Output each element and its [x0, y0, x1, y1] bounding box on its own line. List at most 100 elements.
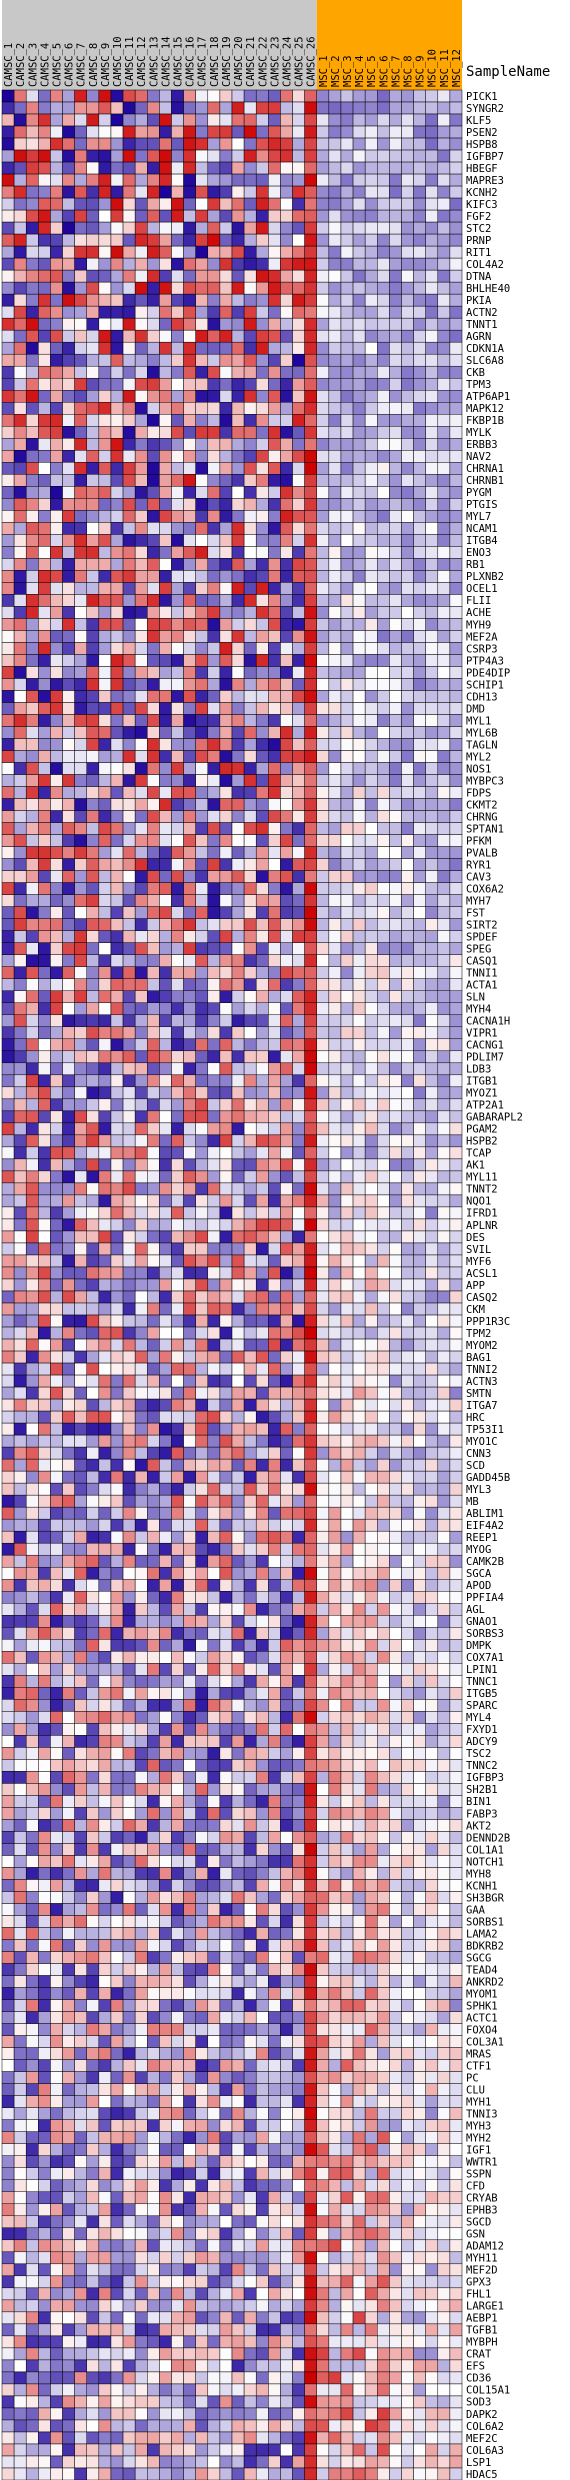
- heatmap-cell: [304, 558, 317, 571]
- heatmap-cell: [183, 438, 196, 451]
- heatmap-cell: [159, 1230, 172, 1244]
- heatmap-cell: [231, 1314, 245, 1328]
- heatmap-cell: [449, 113, 463, 127]
- heatmap-cell: [134, 954, 148, 967]
- heatmap-cell: [25, 245, 39, 259]
- heatmap-cell: [377, 317, 390, 331]
- heatmap-cell: [86, 89, 100, 103]
- heatmap-cell: [183, 1554, 196, 1568]
- heatmap-cell: [195, 570, 209, 583]
- heatmap-cell: [1, 173, 15, 187]
- heatmap-cell: [38, 846, 51, 859]
- heatmap-cell: [86, 1374, 100, 1388]
- heatmap-cell: [207, 606, 221, 619]
- heatmap-cell: [62, 882, 75, 895]
- heatmap-cell: [25, 1218, 39, 1232]
- heatmap-cell: [25, 1374, 39, 1388]
- heatmap-cell: [183, 1615, 196, 1628]
- heatmap-cell: [449, 402, 463, 415]
- heatmap-cell: [280, 1470, 293, 1484]
- heatmap-cell: [159, 1098, 172, 1112]
- heatmap-cell: [62, 1639, 75, 1652]
- heatmap-cell: [74, 870, 87, 883]
- heatmap-cell: [195, 1651, 209, 1664]
- heatmap-cell: [449, 329, 463, 343]
- heatmap-cell: [38, 1074, 51, 1088]
- heatmap-cell: [413, 774, 426, 787]
- heatmap-cell: [86, 125, 100, 139]
- heatmap-cell: [147, 233, 160, 247]
- heatmap-cell: [255, 570, 269, 583]
- heatmap-cell: [86, 1218, 100, 1232]
- heatmap-cell: [62, 1122, 75, 1136]
- heatmap-cell: [364, 402, 378, 415]
- heatmap-cell: [328, 1542, 342, 1556]
- column-label: MSC_5: [366, 55, 378, 87]
- heatmap-cell: [377, 594, 390, 607]
- heatmap-cell: [122, 1278, 136, 1292]
- heatmap-cell: [304, 1206, 317, 1220]
- heatmap-cell: [122, 918, 136, 931]
- heatmap-cell: [243, 197, 257, 211]
- heatmap-cell: [38, 281, 51, 295]
- heatmap-cell: [159, 137, 172, 151]
- heatmap-cell: [449, 137, 463, 151]
- heatmap-cell: [38, 1134, 51, 1148]
- heatmap-cell: [377, 414, 390, 427]
- heatmap-cell: [183, 1470, 196, 1484]
- heatmap-cell: [268, 1494, 281, 1508]
- heatmap-cell: [243, 1158, 257, 1172]
- heatmap-cell: [255, 1182, 269, 1196]
- heatmap-cell: [38, 221, 51, 235]
- heatmap-cell: [280, 1170, 293, 1184]
- heatmap-cell: [401, 438, 414, 451]
- heatmap-cell: [268, 1242, 281, 1256]
- heatmap-cell: [304, 1170, 317, 1184]
- heatmap-cell: [110, 582, 124, 595]
- heatmap-cell: [268, 498, 281, 511]
- heatmap-cell: [316, 1615, 330, 1628]
- heatmap-cell: [377, 1122, 390, 1136]
- heatmap-cell: [38, 990, 51, 1004]
- heatmap-cell: [219, 173, 233, 187]
- heatmap-cell: [243, 1218, 257, 1232]
- heatmap-cell: [352, 245, 366, 259]
- heatmap-cell: [304, 1002, 317, 1016]
- heatmap-cell: [425, 1038, 439, 1052]
- heatmap-cell: [147, 594, 160, 607]
- heatmap-cell: [25, 281, 39, 295]
- heatmap-cell: [401, 942, 414, 955]
- heatmap-cell: [449, 462, 463, 475]
- heatmap-cell: [377, 522, 390, 535]
- heatmap-cell: [449, 1014, 463, 1028]
- heatmap-cell: [171, 1194, 184, 1208]
- heatmap-cell: [219, 305, 233, 319]
- heatmap-cell: [304, 894, 317, 907]
- heatmap-cell: [171, 1038, 184, 1052]
- heatmap-cell: [437, 1026, 451, 1040]
- heatmap-cell: [195, 1494, 209, 1508]
- heatmap-cell: [449, 1374, 463, 1388]
- heatmap-cell: [268, 486, 281, 499]
- heatmap-cell: [413, 89, 426, 103]
- heatmap-cell: [134, 606, 148, 619]
- heatmap-cell: [377, 906, 390, 919]
- heatmap-cell: [25, 1314, 39, 1328]
- heatmap-cell: [159, 209, 172, 223]
- heatmap-cell: [255, 257, 269, 271]
- heatmap-cell: [425, 666, 439, 679]
- heatmap-cell: [62, 726, 75, 739]
- heatmap-cell: [328, 1290, 342, 1304]
- heatmap-cell: [134, 245, 148, 259]
- heatmap-cell: [340, 978, 354, 991]
- heatmap-cell: [255, 606, 269, 619]
- heatmap-cell: [98, 666, 112, 679]
- heatmap-cell: [352, 834, 366, 847]
- heatmap-cell: [110, 630, 124, 643]
- heatmap-cell: [183, 1651, 196, 1664]
- heatmap-cell: [74, 882, 87, 895]
- heatmap-cell: [13, 726, 27, 739]
- heatmap-cell: [98, 1494, 112, 1508]
- heatmap-cell: [280, 1206, 293, 1220]
